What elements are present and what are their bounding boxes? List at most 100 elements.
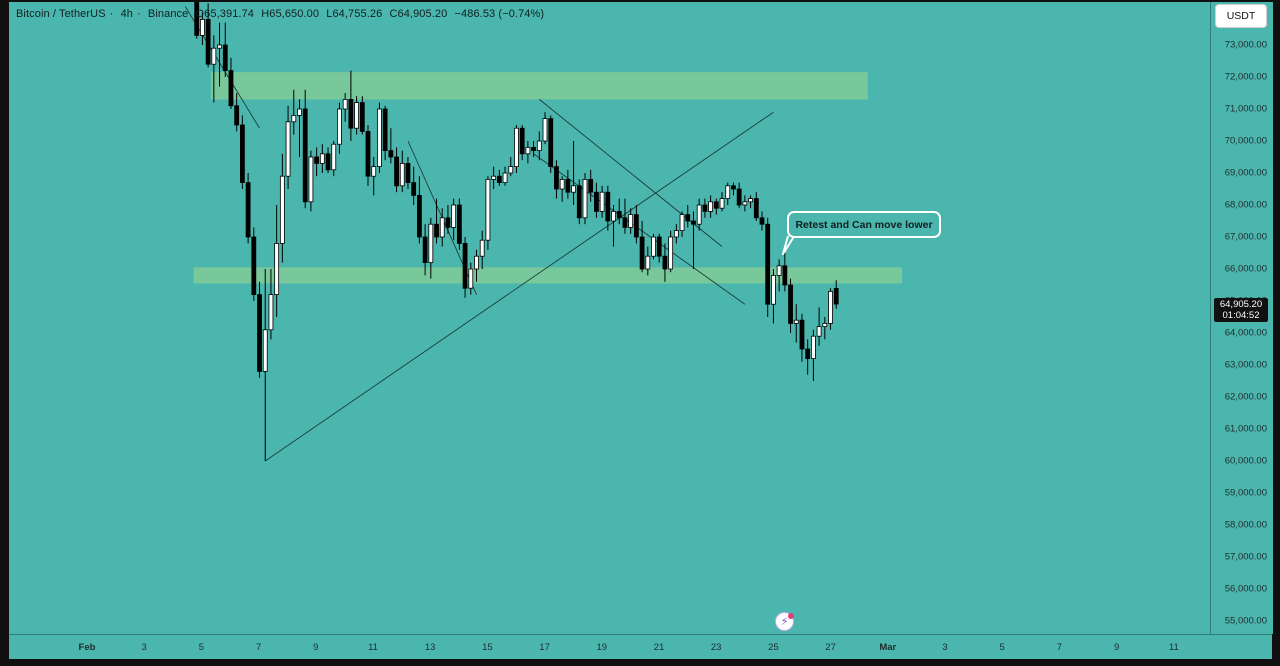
- candle-down: [833, 288, 839, 305]
- price-tick-label: 64,000.00: [1224, 327, 1267, 339]
- price-tick-label: 73,000.00: [1224, 39, 1267, 51]
- symbol-info-bar: Bitcoin / TetherUS · 4h · Binance O65,391.…: [16, 8, 545, 20]
- currency-button[interactable]: USDT: [1216, 5, 1266, 27]
- candle-down: [731, 185, 736, 190]
- candle-up: [822, 322, 828, 327]
- candle-up: [342, 99, 348, 110]
- candle-up: [771, 274, 776, 305]
- candle-down: [656, 236, 662, 257]
- price-tick-label: 71,000.00: [1224, 103, 1267, 115]
- candle-up: [651, 236, 656, 257]
- candle-up: [668, 236, 674, 270]
- candle-down: [759, 217, 765, 225]
- candle-up: [474, 255, 479, 270]
- candle-up: [211, 47, 217, 65]
- date-tick-label: 15: [482, 642, 493, 653]
- last-price-label: 64,905.20 01:04:52: [1214, 298, 1268, 322]
- candlestick-chart[interactable]: [9, 2, 1210, 634]
- candle-up: [828, 290, 833, 324]
- candle-down: [805, 348, 811, 360]
- candle-up: [285, 121, 291, 177]
- candle-up: [331, 143, 337, 171]
- candle-down: [713, 201, 719, 209]
- candle-down: [422, 236, 428, 264]
- interval-label[interactable]: 4h: [120, 8, 133, 20]
- candle-up: [468, 268, 474, 289]
- candle-up: [536, 140, 542, 151]
- date-tick-label: 19: [596, 642, 608, 653]
- candle-up: [451, 204, 457, 228]
- candle-up: [810, 335, 816, 360]
- candle-down: [245, 182, 251, 238]
- candle-down: [691, 220, 696, 225]
- time-axis[interactable]: Feb 3 5 7 9 11 13 15 17 19 21 23 25 27 Mar 3 5 7 9 11: [9, 634, 1272, 659]
- candle-down: [736, 188, 742, 206]
- candle-down: [496, 175, 502, 183]
- price-tick-label: 67,000.00: [1224, 231, 1267, 243]
- price-tick-label: 56,000.00: [1224, 583, 1267, 595]
- candle-up: [377, 108, 382, 167]
- chart-plot-area[interactable]: [9, 2, 1210, 634]
- resistance-zone: [210, 72, 868, 100]
- open-value: O65,391.74: [195, 8, 255, 20]
- candle-up: [748, 198, 753, 203]
- price-tick-label: 68,000.00: [1224, 199, 1267, 211]
- bar-countdown: 01:04:52: [1222, 310, 1260, 321]
- candle-down: [251, 236, 257, 295]
- candle-down: [359, 102, 365, 132]
- date-tick-label: Feb: [78, 642, 96, 653]
- candle-down: [588, 178, 594, 193]
- price-tick-label: 60,000.00: [1224, 455, 1267, 467]
- price-tick-label: 55,000.00: [1224, 615, 1267, 627]
- candle-down: [788, 284, 793, 324]
- price-tick-label: 59,000.00: [1224, 487, 1267, 499]
- annotation-callout[interactable]: Retest and Can move lower: [787, 211, 941, 238]
- candle-up: [719, 198, 725, 209]
- date-tick-label: 3: [141, 642, 147, 653]
- candle-up: [479, 239, 485, 257]
- candle-down: [782, 265, 788, 286]
- date-tick-label: 3: [942, 642, 948, 653]
- symbol-name[interactable]: Bitcoin / TetherUS: [16, 8, 106, 20]
- candle-up: [508, 166, 514, 174]
- candle-down: [576, 185, 582, 219]
- candle-up: [439, 217, 445, 238]
- candle-up: [725, 185, 731, 200]
- candle-up: [274, 242, 280, 295]
- price-tick-label: 61,000.00: [1224, 423, 1267, 435]
- price-tick-label: 57,000.00: [1224, 551, 1267, 563]
- date-tick-label: 5: [198, 642, 205, 653]
- price-tick-label: 62,000.00: [1224, 391, 1267, 403]
- candle-up: [217, 44, 222, 49]
- candle-down: [302, 108, 308, 203]
- date-tick-label: 9: [1113, 642, 1120, 653]
- candle-down: [194, 2, 200, 36]
- candle-up: [291, 115, 297, 123]
- candle-down: [519, 127, 525, 155]
- rising-support-line: [264, 111, 774, 462]
- candle-down: [228, 70, 234, 107]
- date-tick-label: 7: [1056, 642, 1063, 653]
- candle-up: [399, 162, 405, 187]
- date-tick-label: 7: [255, 642, 262, 653]
- candle-down: [633, 214, 639, 238]
- candle-down: [434, 223, 439, 238]
- candle-up: [200, 18, 205, 36]
- candle-down: [416, 194, 422, 238]
- candle-down: [765, 223, 771, 305]
- candle-down: [662, 255, 668, 270]
- candle-up: [793, 319, 799, 324]
- candle-down: [388, 150, 394, 158]
- date-tick-label: Mar: [879, 642, 897, 653]
- candle-up: [502, 172, 508, 183]
- date-tick-label: 23: [710, 642, 722, 653]
- candle-up: [679, 214, 685, 232]
- price-tick-label: 63,000.00: [1224, 359, 1267, 371]
- candle-down: [382, 108, 388, 151]
- candle-down: [445, 217, 451, 228]
- candle-up: [673, 230, 679, 238]
- candle-down: [314, 156, 320, 164]
- candle-up: [525, 146, 531, 155]
- notification-dot: [788, 613, 794, 619]
